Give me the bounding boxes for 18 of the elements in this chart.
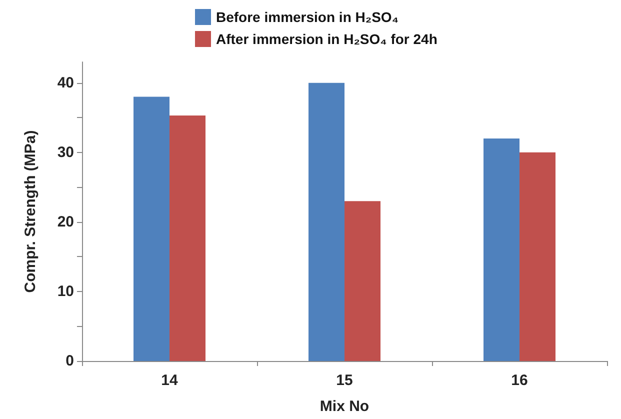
x-tick-label: 16	[511, 372, 528, 389]
y-axis-title: Compr. Strength (MPa)	[22, 130, 39, 293]
x-tick-label: 14	[161, 372, 178, 389]
y-tick-label: 40	[57, 74, 74, 92]
bar	[520, 152, 556, 361]
legend-label: Before immersion in H₂SO₄	[216, 9, 398, 25]
y-tick-label: 30	[57, 144, 74, 161]
y-tick-label: 20	[57, 213, 74, 230]
x-axis-title: Mix No	[320, 398, 370, 415]
bar	[134, 96, 170, 361]
y-tick-label: 0	[66, 352, 74, 370]
y-tick-label: 10	[57, 282, 74, 300]
bar	[484, 138, 520, 361]
bar	[344, 201, 380, 361]
bar	[308, 82, 344, 361]
bar	[170, 116, 206, 361]
x-tick-label: 15	[336, 372, 353, 389]
legend-label: After immersion in H₂SO₄ for 24h	[216, 31, 438, 47]
